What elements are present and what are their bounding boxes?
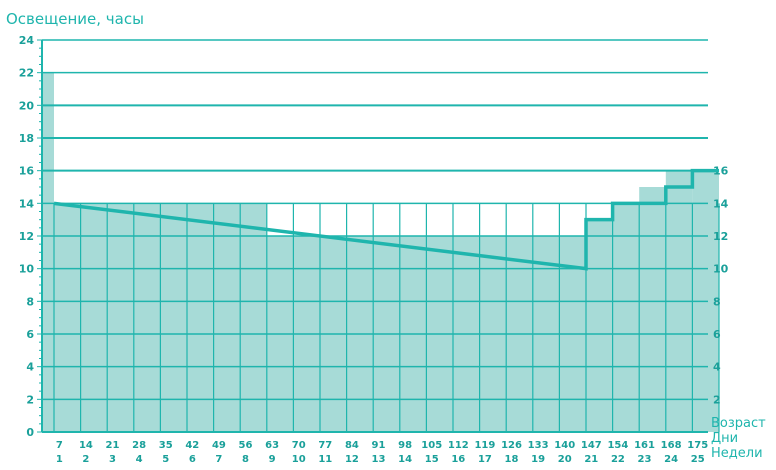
y-tick-label-2: 2 [26,393,34,406]
x-tick-week-2: 2 [82,454,89,465]
x-tick-day-126: 126 [501,440,522,451]
fill-step-1 [54,203,81,432]
x-tick-day-154: 154 [607,440,628,451]
fill-step-6 [187,203,214,432]
x-tick-day-70: 70 [292,440,306,451]
y-tick-label-20: 20 [19,99,35,112]
x-tick-day-56: 56 [239,440,253,451]
x-tick-day-21: 21 [106,440,120,451]
lighting-program-line [53,168,719,271]
fill-step-7 [213,203,241,432]
x-axis-label-days: Дни [711,431,739,446]
fill-step-0 [42,72,54,433]
x-axis-label-block: Возраст Дни Недели [711,416,766,461]
x-tick-week-14: 14 [398,454,412,465]
x-tick-week-15: 15 [425,454,439,465]
y-tick-label-12: 12 [19,230,34,243]
x-tick-day-28: 28 [132,440,146,451]
x-tick-week-18: 18 [505,454,519,465]
x-tick-week-13: 13 [372,454,386,465]
x-tick-week-12: 12 [345,454,359,465]
right-y-tick-label-12: 12 [713,230,728,243]
right-y-tick-label-2: 2 [713,393,721,406]
x-tick-day-147: 147 [581,440,602,451]
x-tick-day-49: 49 [212,440,226,451]
y-axis-label: Освещение, часы [6,10,144,28]
y-tick-label-10: 10 [19,263,35,276]
x-tick-week-1: 1 [56,454,63,465]
right-y-tick-label-10: 10 [713,263,729,276]
x-tick-week-5: 5 [162,454,169,465]
x-tick-day-161: 161 [634,440,655,451]
fill-step-2 [80,203,108,432]
fill-step-23 [639,187,666,432]
fill-step-5 [160,203,187,432]
x-tick-week-10: 10 [292,454,306,465]
y-tick-label-18: 18 [19,132,34,145]
x-tick-week-24: 24 [664,454,678,465]
fill-step-3 [107,203,134,432]
y-tick-label-4: 4 [26,361,34,374]
y-tick-label-8: 8 [26,295,34,308]
y-tick-label-14: 14 [19,197,35,210]
y-tick-label-22: 22 [19,67,34,80]
y-tick-label-6: 6 [26,328,34,341]
y-tick-label-16: 16 [19,165,35,178]
x-tick-week-20: 20 [558,454,572,465]
x-tick-week-7: 7 [215,454,222,465]
x-tick-day-42: 42 [185,440,199,451]
right-y-tick-label-6: 6 [713,328,721,341]
x-tick-day-133: 133 [528,440,549,451]
x-tick-week-4: 4 [136,454,143,465]
x-axis-label-title: Возраст [711,416,766,431]
x-tick-day-84: 84 [345,440,359,451]
x-tick-week-19: 19 [531,454,545,465]
x-tick-day-35: 35 [159,440,173,451]
x-tick-day-140: 140 [554,440,575,451]
y-tick-label-0: 0 [26,426,34,439]
x-tick-day-77: 77 [318,440,332,451]
x-tick-week-16: 16 [451,454,465,465]
x-tick-week-3: 3 [109,454,116,465]
x-tick-day-175: 175 [687,440,708,451]
x-tick-day-63: 63 [265,440,279,451]
x-tick-week-22: 22 [611,454,625,465]
fill-step-21 [586,219,613,432]
x-tick-week-11: 11 [318,454,332,465]
fill-step-22 [612,203,640,432]
x-tick-week-21: 21 [584,454,598,465]
right-y-tick-label-8: 8 [713,295,721,308]
x-tick-week-17: 17 [478,454,492,465]
x-tick-week-6: 6 [189,454,196,465]
right-y-tick-label-4: 4 [713,361,721,374]
fill-step-4 [133,203,161,432]
x-tick-week-25: 25 [691,454,705,465]
x-tick-day-14: 14 [79,440,93,451]
x-tick-week-8: 8 [242,454,249,465]
x-tick-week-23: 23 [638,454,652,465]
x-tick-day-7: 7 [56,440,63,451]
x-tick-day-98: 98 [398,440,412,451]
x-tick-day-105: 105 [421,440,442,451]
x-tick-week-9: 9 [269,454,276,465]
right-y-tick-label-16: 16 [713,165,729,178]
right-y-tick-label-14: 14 [713,197,729,210]
y-tick-label-24: 24 [19,34,35,47]
x-tick-day-168: 168 [661,440,682,451]
x-tick-day-112: 112 [448,440,469,451]
x-tick-day-91: 91 [372,440,386,451]
fill-step-8 [240,203,267,432]
x-tick-day-119: 119 [474,440,495,451]
x-axis-label-weeks: Недели [711,446,763,461]
